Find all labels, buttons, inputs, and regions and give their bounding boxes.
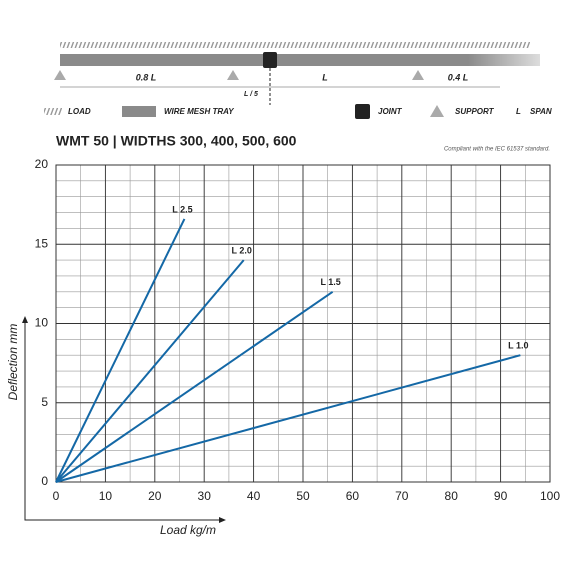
x-tick-label: 20 [148,489,162,503]
joint-offset: L / 5 [244,91,258,98]
legend-joint [355,104,370,119]
y-axis-label: Deflection mm [6,324,20,401]
x-tick-label: 0 [53,489,60,503]
tray [60,54,540,66]
legend-tray [122,106,156,117]
note: Compliant with the IEC 61537 standard. [444,147,550,153]
x-tick-label: 60 [346,489,360,503]
y-tick-label: 15 [35,236,49,250]
series-label: L 1.0 [508,341,528,351]
legend-support [430,105,444,117]
legend-label: L [516,107,521,116]
span-label: 0.4 L [448,72,469,82]
plot-frame [55,164,551,483]
legend-label: LOAD [68,107,91,116]
series-label: L 2.0 [232,245,252,255]
series-line [55,259,245,483]
legend-label: SUPPORT [455,107,495,116]
supports [54,70,424,80]
span-label: L [322,72,328,82]
y-tick-label: 10 [35,316,49,330]
legend-label: SPAN [530,107,552,116]
x-tick-label: 30 [198,489,212,503]
x-axis-label: Load kg/m [160,523,216,537]
series-line [55,354,521,483]
x-tick-label: 50 [296,489,310,503]
y-tick-label: 20 [35,157,49,171]
y-tick-label: 0 [41,474,48,488]
legend-load [44,108,62,115]
x-tick-label: 80 [445,489,459,503]
series-label: L 2.5 [172,204,192,214]
legend-label: WIRE MESH TRAY [164,107,234,116]
span-label: 0.8 L [136,72,157,82]
load [60,42,530,48]
legend-label: JOINT [378,107,403,116]
series-label: L 1.5 [320,277,340,287]
chart-title: WMT 50 | WIDTHS 300, 400, 500, 600 [56,133,297,149]
x-tick-label: 70 [395,489,409,503]
series-line [55,290,334,483]
x-tick-label: 10 [99,489,113,503]
y-tick-label: 5 [41,395,48,409]
x-tick-label: 40 [247,489,261,503]
x-tick-label: 90 [494,489,508,503]
joint [263,52,277,68]
series-line [55,218,186,483]
x-tick-label: 100 [540,489,560,503]
axis-arrows [24,320,222,521]
